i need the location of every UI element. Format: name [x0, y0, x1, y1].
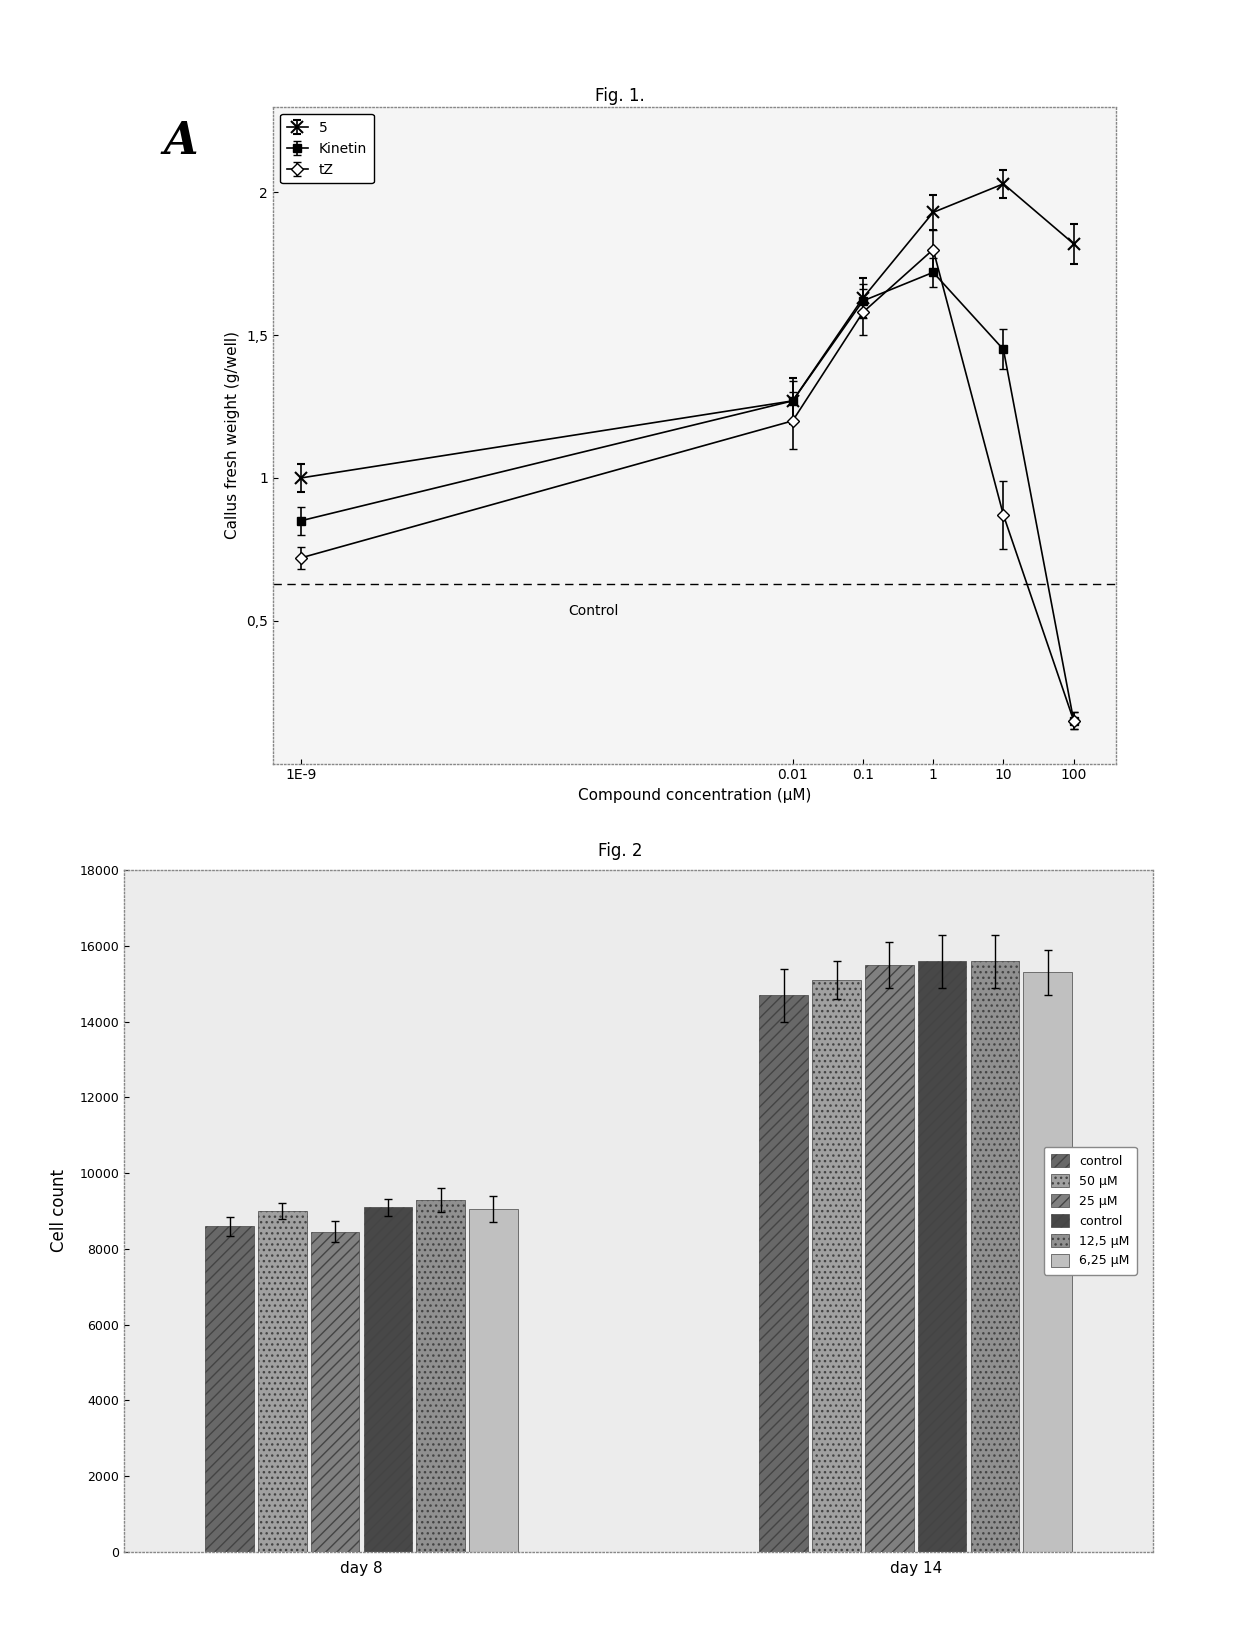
- Bar: [417, 1200, 465, 1552]
- X-axis label: Compound concentration (μM): Compound concentration (μM): [578, 788, 811, 803]
- Y-axis label: Callus fresh weight (g/well): Callus fresh weight (g/well): [226, 332, 241, 539]
- Bar: [363, 1207, 412, 1552]
- Bar: [1023, 972, 1071, 1552]
- Legend: 5, Kinetin, tZ: 5, Kinetin, tZ: [280, 113, 373, 184]
- Legend: control, 50 μM, 25 μM, control, 12,5 μM, 6,25 μM: control, 50 μM, 25 μM, control, 12,5 μM,…: [1044, 1148, 1137, 1274]
- Text: A: A: [164, 120, 197, 163]
- Bar: [258, 1212, 306, 1552]
- Text: Fig. 2: Fig. 2: [598, 842, 642, 860]
- Bar: [469, 1209, 518, 1552]
- Bar: [918, 961, 966, 1552]
- Bar: [759, 995, 808, 1552]
- Text: Fig. 1.: Fig. 1.: [595, 87, 645, 105]
- Bar: [311, 1232, 360, 1552]
- Bar: [206, 1227, 254, 1552]
- Bar: [971, 961, 1019, 1552]
- Y-axis label: Cell count: Cell count: [50, 1169, 68, 1253]
- Text: Control: Control: [568, 604, 619, 617]
- Bar: [866, 965, 914, 1552]
- Bar: [812, 980, 861, 1552]
